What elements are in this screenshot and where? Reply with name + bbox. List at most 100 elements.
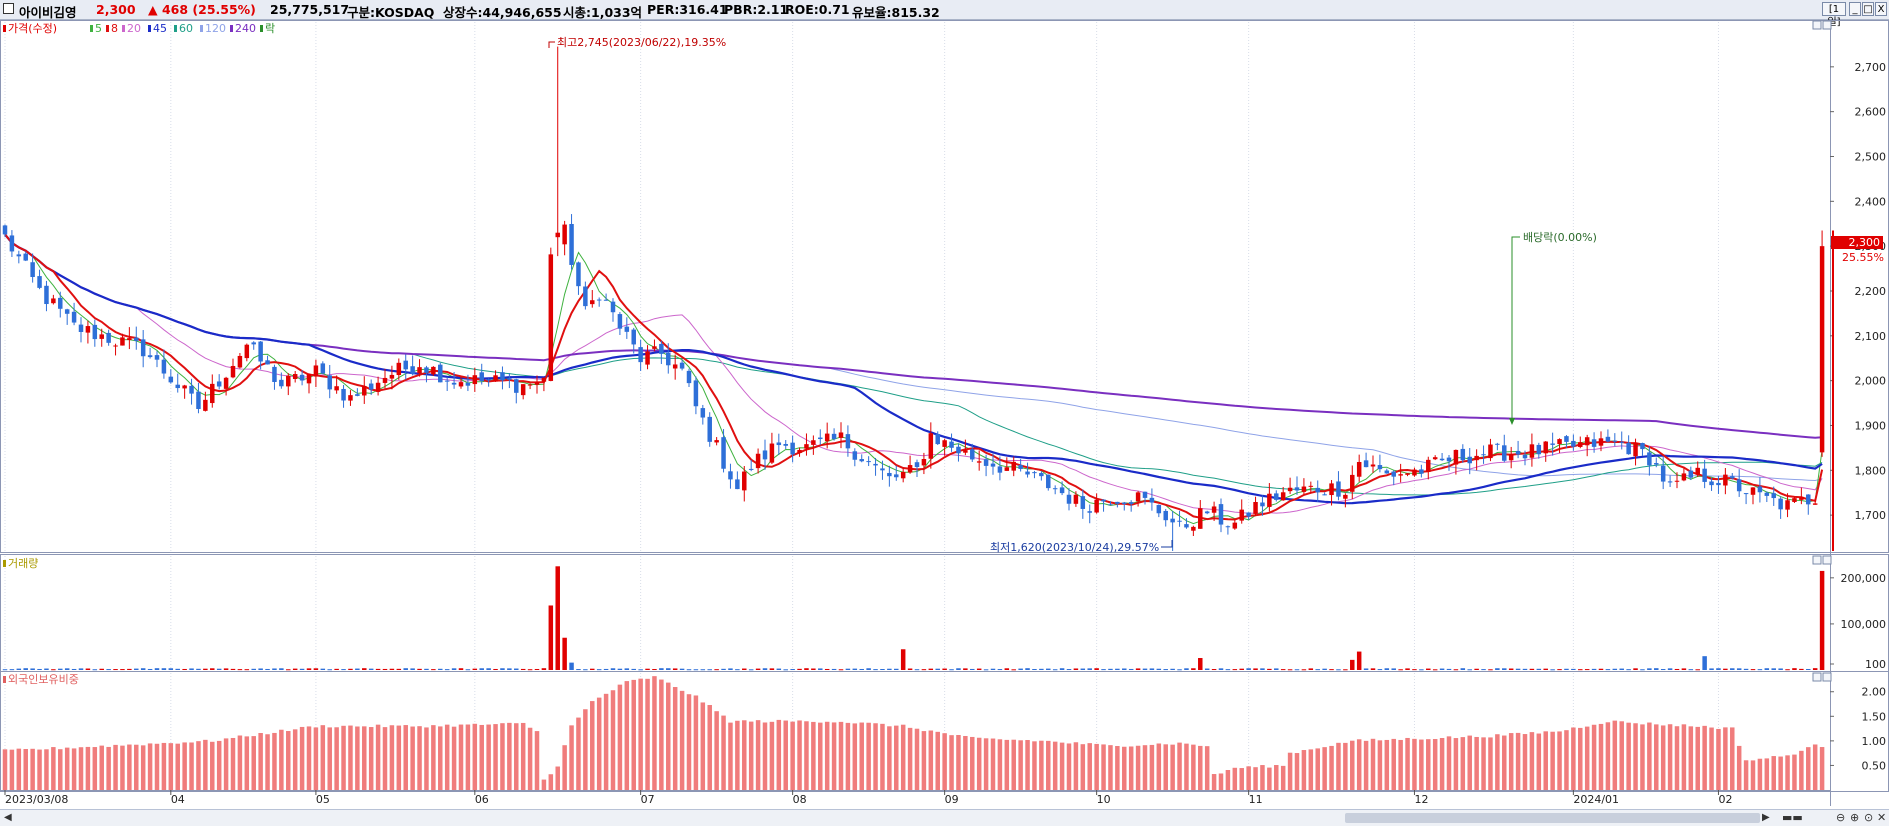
volume-bar [1799,668,1804,670]
candle [1343,493,1348,508]
close-button[interactable]: X [1875,2,1887,16]
candle-body [693,380,699,407]
price-pane-max-button[interactable] [1822,20,1832,30]
foreign-bar [1584,726,1590,790]
volume-bar [1135,668,1141,670]
foreign-bar [1142,745,1148,790]
candle [175,373,180,393]
volume-bar [1363,668,1369,670]
candle [1329,480,1334,506]
volume-pane-min-button[interactable] [1812,555,1822,565]
candle [1412,467,1417,477]
volume-bar [1681,668,1687,670]
foreign-bar [970,736,975,790]
foreign-bar [728,722,733,790]
stock-chart[interactable]: 1,700 1,800 1,900 2,000 2,100 2,200 2,300 2,400… [0,20,1889,809]
volume-pane-max-button[interactable] [1822,555,1832,565]
zoom-close-icon[interactable]: ✕ [1877,811,1887,824]
candle [1391,470,1396,486]
foreign-bar [997,739,1003,790]
price-change: ▲ 468 (25.55%) [148,2,256,17]
price-pane-min-button[interactable] [1812,20,1822,30]
foreign-bar [382,727,388,790]
candle [1785,493,1790,518]
candle-body [769,443,775,463]
volume-bar [258,668,263,670]
candle-body [907,465,913,473]
volume-bar [1757,669,1763,671]
period-button[interactable]: [1일] [1822,2,1846,28]
price-tick-label: 1,700 [1855,509,1887,522]
candle-body [1046,474,1051,489]
volume-bar [866,668,871,670]
candle [9,230,15,257]
candle-body [1633,442,1638,457]
foreign-bar [113,744,118,790]
candle [1198,500,1203,529]
foreign-bar [963,735,968,790]
foreign-bar [638,678,643,790]
candle-body [1619,441,1624,443]
zoom-out-icon[interactable]: ⊖ [1836,811,1846,824]
volume-bar [742,668,747,670]
zoom-slider-icon[interactable]: ▬▬ [1782,811,1803,824]
maximize-button[interactable]: □ [1862,2,1874,16]
candle [1598,431,1604,452]
volume-bar [527,669,533,671]
foreign-bar [44,749,49,790]
candle-body [265,360,270,365]
zoom-reset-icon[interactable]: ⊙ [1864,811,1874,824]
candle [610,298,616,322]
candle [230,358,236,379]
foreign-bar [1626,722,1631,790]
foreign-bar [1329,745,1334,790]
candle-body [341,388,346,401]
candle [1605,429,1611,443]
stock-name[interactable]: 아이비김영 [19,5,77,20]
candle [30,253,35,283]
zoom-in-icon[interactable]: ⊕ [1850,811,1860,824]
volume-bar [1453,669,1459,671]
scroll-right-icon[interactable]: ▶ [1762,812,1770,823]
volume-bar [30,668,35,670]
chart-scrollbar[interactable]: ◀ ▶ ▬▬ ⊖ ⊕ ⊙ ✕ [0,809,1889,826]
candle [700,404,706,425]
foreign-bar [1398,739,1403,790]
select-checkbox[interactable] [3,3,14,14]
scroll-thumb[interactable] [1345,813,1760,823]
volume-bar [1308,668,1314,670]
foreign-pane-max-button[interactable] [1822,672,1832,682]
volume-bar [728,668,733,670]
foreign-bar [1709,727,1714,790]
candle-body [189,385,194,394]
volume-bar [396,668,402,670]
foreign-bar [493,724,498,790]
legend-ma8-swatch [106,25,109,32]
candle [548,247,554,382]
candle-body [1571,440,1576,447]
volume-bar [1522,668,1528,670]
candle [1771,486,1776,506]
foreign-bar [1122,746,1127,790]
candle [1806,494,1811,515]
foreign-pane-min-button[interactable] [1812,672,1822,682]
candle [1108,501,1113,506]
candle [1204,510,1210,515]
candle-body [320,363,326,374]
candle [1695,461,1700,477]
minimize-button[interactable]: _ [1849,2,1861,16]
candle-body [1356,462,1362,477]
candle [1584,434,1590,457]
volume-bar [168,668,174,670]
foreign-bar [327,727,332,790]
scroll-left-icon[interactable]: ◀ [4,812,12,823]
candle [1419,464,1424,478]
candle-body [1605,436,1611,442]
high-marker [548,41,555,48]
candle [1184,518,1189,529]
candle [1191,525,1196,537]
candle [1488,438,1493,462]
volume-bar [514,668,519,670]
volume-bar [624,668,630,670]
candle [1626,435,1631,455]
